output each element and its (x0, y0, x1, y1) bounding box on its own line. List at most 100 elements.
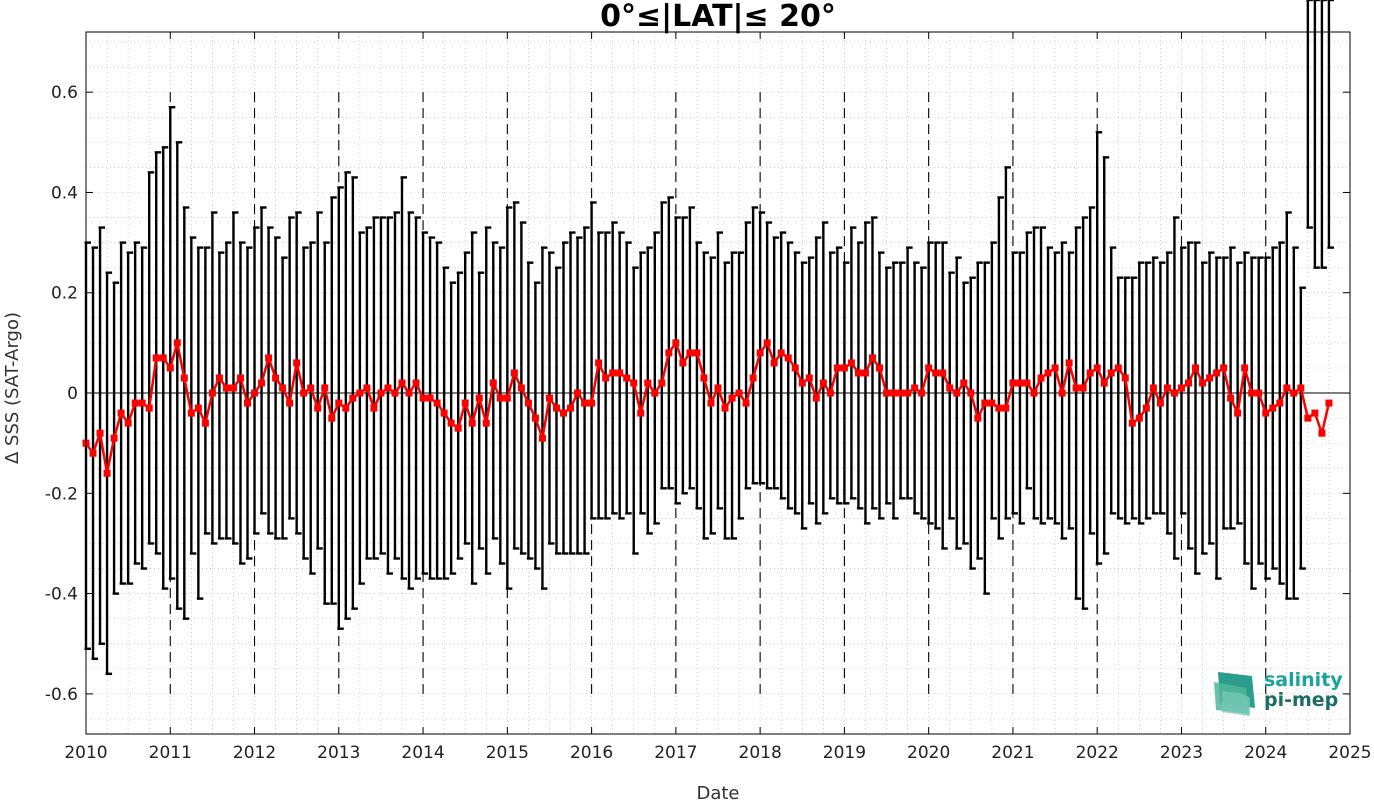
data-point (1283, 384, 1291, 392)
tick-labels-layer: 2010 2011 2012 2013 2014 2015 2016 2017 2018 2019… (45, 83, 1372, 763)
data-point (1121, 374, 1129, 382)
data-point (700, 374, 708, 382)
y-tick-label: -0.2 (45, 484, 78, 504)
data-point (321, 384, 329, 392)
data-point (1177, 384, 1185, 392)
data-point (454, 424, 462, 432)
data-point (581, 399, 589, 407)
data-point (1192, 364, 1200, 372)
data-point (714, 384, 722, 392)
data-point (960, 379, 968, 387)
data-point (447, 419, 455, 427)
data-point (124, 419, 132, 427)
data-point (314, 404, 322, 412)
x-tick-label: 2013 (317, 743, 360, 763)
data-point (363, 384, 371, 392)
data-point (981, 399, 989, 407)
data-point (693, 349, 701, 357)
data-point (307, 384, 315, 392)
data-point (194, 404, 202, 412)
data-point (911, 384, 919, 392)
data-point (1107, 369, 1115, 377)
data-point (749, 374, 757, 382)
x-axis-label: Date (696, 783, 739, 801)
data-point (1297, 384, 1305, 392)
markers-layer (82, 339, 1333, 477)
data-point (103, 469, 111, 477)
data-point (208, 389, 216, 397)
x-tick-label: 2014 (401, 743, 444, 763)
y-tick-label: 0.6 (51, 83, 78, 103)
series-line (84, 340, 1331, 474)
data-point (110, 434, 118, 442)
data-point (742, 399, 750, 407)
data-point (861, 369, 869, 377)
logo-line1: salinity (1264, 669, 1343, 691)
data-point (1002, 404, 1010, 412)
data-point (588, 399, 596, 407)
data-point (531, 414, 539, 422)
data-point (770, 359, 778, 367)
data-point (946, 384, 954, 392)
x-tick-label: 2022 (1076, 743, 1119, 763)
data-point (384, 384, 392, 392)
data-point (286, 399, 294, 407)
data-point (1206, 374, 1214, 382)
plot-frame (85, 31, 1351, 735)
data-point (918, 389, 926, 397)
data-point (1058, 389, 1066, 397)
data-point (1241, 364, 1249, 372)
data-point (1023, 379, 1031, 387)
x-tick-label: 2025 (1328, 743, 1371, 763)
data-point (173, 339, 181, 347)
chart-title: 0°≤|LAT|≤ 20° (600, 0, 836, 34)
data-point (159, 354, 167, 362)
data-point (1227, 394, 1235, 402)
data-point (1065, 359, 1073, 367)
y-tick-label: 0.2 (51, 284, 78, 304)
data-point (293, 359, 301, 367)
x-tick-label: 2023 (1160, 743, 1203, 763)
data-point (1156, 399, 1164, 407)
data-point (672, 339, 680, 347)
data-point (89, 449, 97, 457)
data-point (475, 394, 483, 402)
data-point (244, 399, 252, 407)
data-point (440, 409, 448, 417)
data-point (272, 374, 280, 382)
y-tick-label: -0.4 (45, 585, 78, 605)
data-point (1262, 409, 1270, 417)
data-point (201, 419, 209, 427)
data-point (721, 404, 729, 412)
data-point (538, 434, 546, 442)
logo-wave-icon (1214, 672, 1255, 716)
salinity-pi-mep-logo: salinity pi-mep (1214, 669, 1343, 716)
data-point (1248, 389, 1256, 397)
data-point (728, 394, 736, 402)
data-point (1213, 369, 1221, 377)
data-point (187, 409, 195, 417)
data-point (1325, 399, 1333, 407)
data-point (236, 374, 244, 382)
data-point (665, 349, 673, 357)
data-point (1093, 364, 1101, 372)
data-point (342, 404, 350, 412)
data-point (819, 379, 827, 387)
data-point (482, 419, 490, 427)
data-point (840, 364, 848, 372)
data-point (1142, 404, 1150, 412)
data-point (412, 379, 420, 387)
data-point (897, 389, 905, 397)
x-tick-label: 2010 (64, 743, 107, 763)
data-point (1051, 364, 1059, 372)
data-point (1184, 379, 1192, 387)
data-point (595, 359, 603, 367)
data-point (988, 399, 996, 407)
y-tick-label: 0.4 (51, 183, 78, 203)
data-point (679, 359, 687, 367)
y-axis-label: Δ SSS (SAT-Argo) (2, 312, 23, 464)
data-point (637, 409, 645, 417)
data-point (229, 384, 237, 392)
data-point (939, 369, 947, 377)
y-tick-label: 0 (67, 384, 78, 404)
